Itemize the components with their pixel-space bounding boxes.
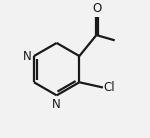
Text: Cl: Cl — [104, 81, 115, 94]
Text: N: N — [52, 98, 61, 111]
Text: N: N — [23, 50, 31, 63]
Text: O: O — [93, 2, 102, 15]
